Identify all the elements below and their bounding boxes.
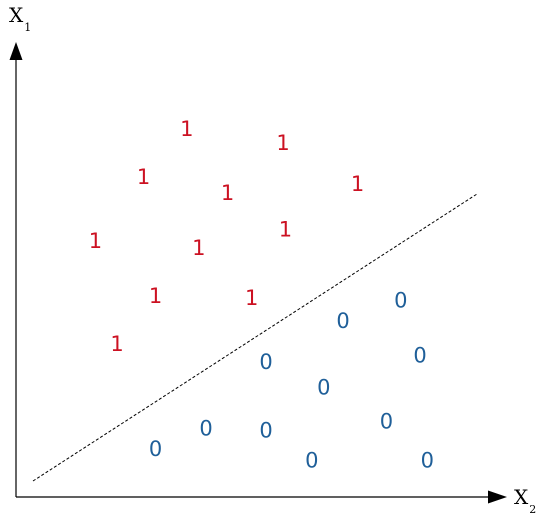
class-0-point-10: 0 — [305, 448, 318, 472]
class-1-point-10: 1 — [245, 286, 258, 310]
y-axis-label: X1 — [9, 3, 31, 34]
class-1-point-1: 1 — [180, 117, 193, 141]
x-axis-arrowhead — [488, 490, 507, 504]
decision-boundary — [32, 193, 478, 482]
class-0-points: 0 0 0 0 0 0 0 0 0 0 0 — [149, 289, 434, 473]
class-1-point-9: 1 — [149, 284, 162, 308]
class-0-point-3: 0 — [413, 343, 426, 367]
class-1-point-2: 1 — [276, 131, 289, 155]
class-0-point-9: 0 — [380, 410, 393, 434]
y-axis-arrowhead — [9, 42, 23, 60]
class-1-points: 1 1 1 1 1 1 1 1 1 1 1 — [89, 117, 364, 356]
class-0-point-7: 0 — [149, 437, 162, 461]
class-0-point-2: 0 — [336, 309, 349, 333]
class-1-point-8: 1 — [279, 218, 292, 242]
class-1-point-3: 1 — [137, 165, 150, 189]
class-1-point-4: 1 — [221, 181, 234, 205]
class-0-point-1: 0 — [394, 289, 407, 313]
class-1-point-6: 1 — [89, 229, 102, 253]
class-1-point-5: 1 — [351, 172, 364, 196]
class-0-point-11: 0 — [421, 448, 434, 472]
class-0-point-4: 0 — [259, 350, 272, 374]
class-0-point-6: 0 — [199, 416, 212, 440]
class-0-point-8: 0 — [259, 419, 272, 443]
class-0-point-5: 0 — [317, 375, 330, 399]
class-1-point-11: 1 — [110, 332, 123, 356]
x-axis-label: X2 — [514, 485, 536, 516]
class-1-point-7: 1 — [192, 236, 205, 260]
